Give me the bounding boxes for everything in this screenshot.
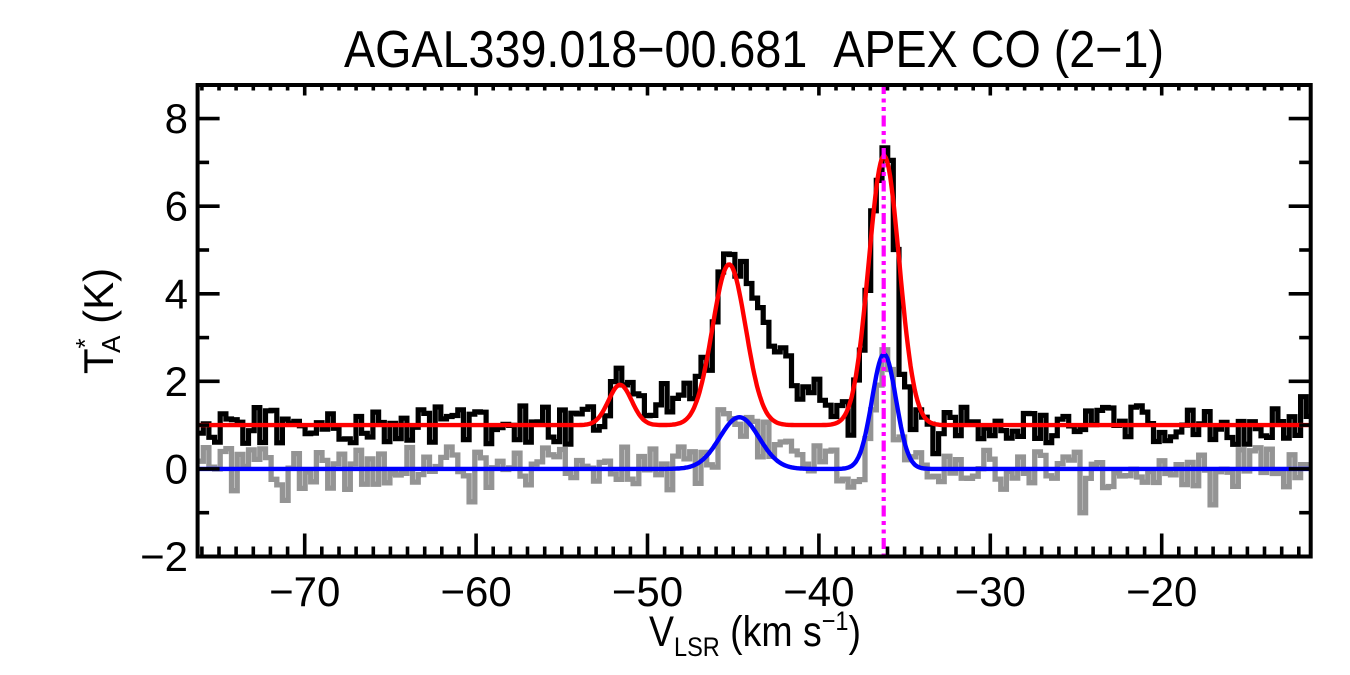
svg-text:−40: −40 [783,568,854,615]
svg-text:AGAL339.018−00.681 APEX CO (2: AGAL339.018−00.681 APEX CO (2−1) [344,21,1164,79]
svg-text:−30: −30 [955,568,1026,615]
svg-text:−50: −50 [612,568,683,615]
svg-text:T*A (K): T*A (K) [70,268,126,374]
svg-text:8: 8 [165,95,188,142]
svg-text:2: 2 [165,358,188,405]
svg-text:−20: −20 [1126,568,1197,615]
svg-text:−2: −2 [140,533,188,580]
svg-text:4: 4 [165,270,188,317]
svg-text:−70: −70 [269,568,340,615]
svg-text:−60: −60 [440,568,511,615]
svg-text:6: 6 [165,183,188,230]
svg-text:0: 0 [165,445,188,492]
